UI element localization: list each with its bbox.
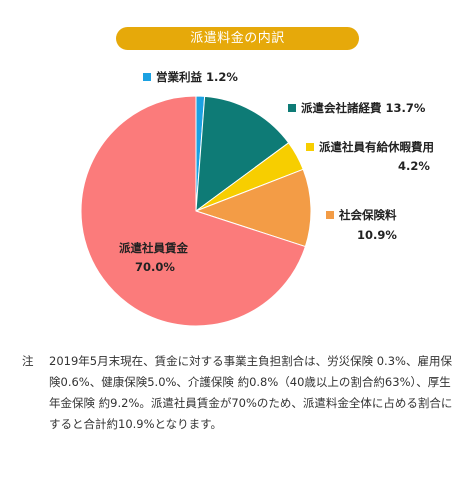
label-paid-leave-value: 4.2% [398, 159, 430, 173]
label-expenses-value: 13.7% [385, 101, 426, 115]
legend-swatch-profit [143, 73, 151, 81]
legend-swatch-expenses [288, 104, 296, 112]
label-insurance: 社会保険料 [326, 207, 397, 223]
label-paid-leave-name: 派遣社員有給休暇費用 [319, 140, 434, 154]
chart-title: 派遣料金の内訳 [116, 27, 359, 50]
pie-slice-1 [195, 95, 290, 213]
label-profit-name: 営業利益 [156, 70, 202, 84]
label-paid-leave: 派遣社員有給休暇費用 [306, 139, 434, 155]
label-insurance-name: 社会保険料 [339, 208, 397, 222]
label-expenses: 派遣会社諸経費 13.7% [288, 100, 425, 116]
footnote-mark: 注 [22, 354, 34, 368]
legend-swatch-paid-leave [306, 143, 314, 151]
footnote-text: 2019年5月末現在、賃金に対する事業主負担割合は、労災保険 0.3%、雇用保険… [49, 354, 453, 431]
label-wages-name: 派遣社員賃金 [119, 241, 188, 255]
legend-swatch-insurance [326, 211, 334, 219]
label-insurance-value: 10.9% [357, 228, 397, 242]
pie-slice-4 [80, 95, 307, 327]
pie-slice-3 [194, 168, 312, 248]
label-profit-value: 1.2% [206, 70, 238, 84]
label-wages-value: 70.0% [135, 260, 175, 274]
label-profit: 営業利益 1.2% [143, 69, 238, 85]
label-expenses-name: 派遣会社諸経費 [301, 101, 382, 115]
